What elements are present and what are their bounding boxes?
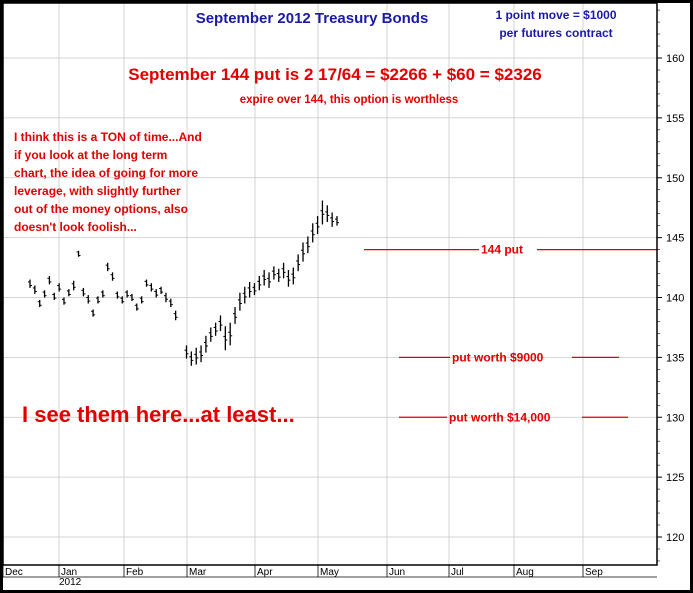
x-month-label: Mar: [189, 567, 207, 578]
x-month-label: Sep: [585, 567, 603, 578]
level-label: put worth $14,000: [449, 410, 551, 424]
note-block: I think this is a TON of time...And if y…: [14, 130, 202, 234]
x-month-label: Jun: [389, 567, 405, 578]
note-line-4: leverage, with slightly further: [14, 184, 181, 198]
y-tick-label: 125: [666, 472, 684, 484]
y-tick-label: 135: [666, 352, 684, 364]
x-month-label: Apr: [257, 567, 273, 578]
subtitle-line-2: per futures contract: [499, 26, 612, 40]
note-line-5: out of the money options, also: [14, 202, 188, 216]
level-label: put worth $9000: [452, 350, 544, 364]
subheadline-annotation: expire over 144, this option is worthles…: [240, 94, 459, 106]
x-month-label: Aug: [516, 567, 534, 578]
y-tick-label: 150: [666, 173, 684, 185]
x-month-label: Feb: [126, 567, 144, 578]
note-line-3: chart, the idea of going for more: [14, 166, 198, 180]
x-month-label: Jan: [61, 567, 77, 578]
x-axis-months: Dec Jan Feb Mar Apr May Jun Jul Aug Sep: [2, 565, 603, 578]
big-note-annotation: I see them here...at least...: [22, 402, 295, 427]
x-month-label: May: [320, 567, 339, 578]
y-tick-label: 145: [666, 233, 684, 245]
price-levels: 144 put put worth $9000 put worth $14,000: [364, 243, 657, 424]
x-year-label: 2012: [59, 577, 82, 588]
y-tick-label: 160: [666, 53, 684, 65]
note-line-1: I think this is a TON of time...And: [14, 130, 202, 144]
y-tick-label: 155: [666, 113, 684, 125]
y-tick-label: 140: [666, 293, 684, 305]
y-axis-ticks: 120 125 130 135 140 145 150 155 160: [657, 9, 684, 562]
note-line-2: if you look at the long term: [14, 148, 167, 162]
headline-annotation: September 144 put is 2 17/64 = $2266 + $…: [128, 65, 541, 84]
x-month-label: Jul: [451, 567, 464, 578]
y-tick-label: 130: [666, 412, 684, 424]
chart-title: September 2012 Treasury Bonds: [196, 10, 429, 27]
y-tick-label: 120: [666, 532, 684, 544]
price-bars: [28, 200, 339, 366]
level-label: 144 put: [481, 243, 523, 257]
subtitle-line-1: 1 point move = $1000: [495, 8, 616, 22]
note-line-6: doesn't look foolish...: [14, 220, 137, 234]
x-month-label: Dec: [5, 567, 23, 578]
chart-background: [3, 3, 690, 590]
